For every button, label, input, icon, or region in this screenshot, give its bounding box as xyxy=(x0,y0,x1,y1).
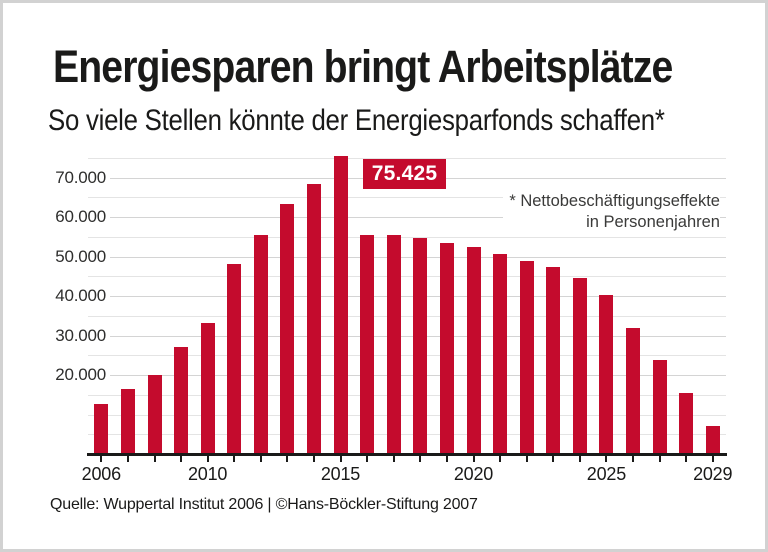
x-axis-label-2025: 2025 xyxy=(586,464,627,484)
x-axis-tick-2006 xyxy=(100,456,103,462)
peak-value-callout: 75.425 xyxy=(363,159,446,189)
bar-2020 xyxy=(466,247,481,454)
gridline-55000 xyxy=(88,236,726,238)
x-axis-tick-2008 xyxy=(153,456,156,462)
bar-2017 xyxy=(386,235,401,454)
bar-2023 xyxy=(546,267,561,454)
bar-2021 xyxy=(493,254,507,454)
x-axis-line xyxy=(87,453,727,456)
x-axis-tick-2021 xyxy=(499,456,501,462)
gridline-35000 xyxy=(88,315,726,317)
bar-2010 xyxy=(200,323,215,454)
bar-2016 xyxy=(360,235,375,454)
y-axis-label-30.000: 30.000 xyxy=(55,325,106,345)
x-axis-tick-2013 xyxy=(286,456,289,462)
page-subtitle: So viele Stellen könnte der Energiesparf… xyxy=(48,104,665,137)
x-axis-tick-2028 xyxy=(685,456,688,462)
bar-2006 xyxy=(94,404,109,454)
x-axis-tick-2016 xyxy=(366,456,369,462)
page-title: Energiesparen bringt Arbeitsplätze xyxy=(53,41,673,92)
bar-2011 xyxy=(227,264,242,454)
bar-2028 xyxy=(679,393,694,454)
y-axis-label-40.000: 40.000 xyxy=(55,286,106,306)
bar-2022 xyxy=(519,261,534,454)
x-axis-tick-2017 xyxy=(392,456,395,462)
bar-chart: 20.000 30.000 40.000 50.000 60.000 70.000 2006… xyxy=(3,3,765,549)
bar-2013 xyxy=(280,204,295,454)
x-axis-tick-2014 xyxy=(313,456,315,462)
bar-2015 xyxy=(333,156,348,454)
x-axis-tick-2022 xyxy=(525,456,528,462)
x-axis-tick-2009 xyxy=(180,456,182,462)
x-axis-label-2006: 2006 xyxy=(81,464,121,484)
bar-2019 xyxy=(439,243,454,454)
chart-footnote: * Nettobeschäftigungseffekte in Personen… xyxy=(503,191,720,233)
bar-2026 xyxy=(626,328,640,454)
source-line: Quelle: Wuppertal Institut 2006 | ©Hans-… xyxy=(50,496,478,513)
x-axis-tick-2015 xyxy=(339,456,342,462)
y-axis-label-20.000: 20.000 xyxy=(55,365,106,385)
x-axis-label-2029: 2029 xyxy=(693,464,733,484)
x-axis-tick-2019 xyxy=(445,456,448,462)
bar-2012 xyxy=(253,235,268,454)
y-axis-label-60.000: 60.000 xyxy=(55,207,106,227)
x-axis-tick-2018 xyxy=(419,456,422,462)
x-axis-tick-2023 xyxy=(552,456,555,462)
x-axis-tick-2026 xyxy=(632,456,634,462)
x-axis-tick-2025 xyxy=(605,456,608,462)
bar-2029 xyxy=(705,426,720,454)
gridline-10000 xyxy=(88,414,726,416)
bar-2007 xyxy=(120,389,135,454)
bar-2025 xyxy=(599,295,614,454)
bar-2014 xyxy=(307,184,321,454)
x-axis-label-2010: 2010 xyxy=(187,464,228,484)
y-axis-label-50.000: 50.000 xyxy=(55,246,106,266)
bar-2008 xyxy=(147,375,162,454)
x-axis-label-2015: 2015 xyxy=(320,464,361,484)
footnote-line-1: * Nettobeschäftigungseffekte xyxy=(509,192,720,210)
x-axis-tick-2029 xyxy=(711,456,714,462)
gridline-45000 xyxy=(88,276,726,278)
gridline-75000 xyxy=(88,158,726,159)
x-axis-tick-2011 xyxy=(233,456,236,462)
bar-2024 xyxy=(572,278,587,454)
gridline-60000 xyxy=(110,217,726,219)
x-axis-tick-2020 xyxy=(472,456,475,462)
gridline-25000 xyxy=(88,355,726,357)
footnote-line-2: in Personenjahren xyxy=(586,213,720,231)
gridline-5000 xyxy=(88,434,726,436)
y-axis-label-70.000: 70.000 xyxy=(55,167,106,187)
x-axis-tick-2010 xyxy=(206,456,209,462)
bar-2018 xyxy=(413,238,428,454)
gridline-65000 xyxy=(88,197,726,199)
x-axis-tick-2027 xyxy=(658,456,661,462)
bar-2027 xyxy=(652,360,667,454)
gridline-15000 xyxy=(88,394,726,396)
x-axis-tick-2024 xyxy=(578,456,581,462)
x-axis-tick-2012 xyxy=(259,456,262,462)
x-axis-tick-2007 xyxy=(126,456,129,462)
bar-2009 xyxy=(174,347,188,454)
x-axis-label-2020: 2020 xyxy=(453,464,494,484)
